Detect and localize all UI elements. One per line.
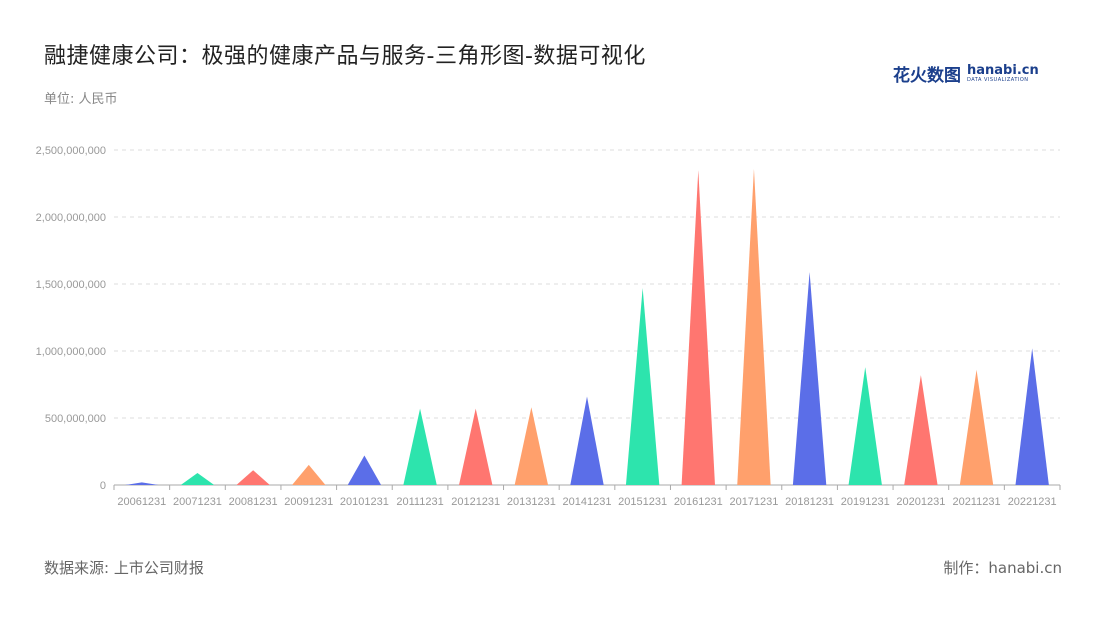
triangle-bar[interactable] [514,407,549,485]
y-tick-label: 2,500,000,000 [36,145,106,157]
logo-text-cn: 花火数图 [893,65,961,86]
x-tick-label: 20121231 [451,496,500,508]
triangle-bar[interactable] [180,472,215,485]
triangle-bar[interactable] [625,288,660,485]
x-tick-label: 20161231 [674,496,723,508]
triangle-bar[interactable] [292,464,326,485]
triangle-bars [125,168,1049,485]
y-axis-ticks: 0 500,000,000 1,000,000,000 1,500,000,000 2,… [36,145,106,492]
triangle-bar[interactable] [848,367,882,485]
x-tick-label: 20091231 [284,496,333,508]
x-tick-label: 20151231 [618,496,667,508]
y-tick-label: 500,000,000 [45,413,106,425]
x-tick-label: 20071231 [173,496,222,508]
x-tick-label: 20111231 [396,496,443,508]
x-tick-label: 20141231 [563,496,612,508]
x-tick-label: 20171231 [729,496,778,508]
logo-text-en-group: hanabi.cn DATA VISUALIZATION [967,64,1039,83]
triangle-bar[interactable] [904,375,938,485]
triangle-bar[interactable] [792,271,827,485]
chart-title: 融捷健康公司：极强的健康产品与服务-三角形图-数据可视化 [44,44,646,69]
x-tick-label: 20211231 [952,496,1000,508]
maker-credit[interactable]: 制作：hanabi.cn [943,559,1062,577]
y-tick-label: 1,500,000,000 [36,279,106,291]
unit-label: 单位: 人民币 [44,92,118,107]
triangle-bar[interactable] [570,396,604,485]
triangle-bar[interactable] [1015,348,1049,485]
y-tick-label: 2,000,000,000 [36,212,106,224]
data-source: 数据来源: 上市公司财报 [44,559,204,577]
triangle-bar[interactable] [125,482,159,485]
x-tick-label: 20131231 [507,496,556,508]
x-tick-label: 20191231 [841,496,890,508]
triangle-bar[interactable] [959,369,994,485]
triangle-bar[interactable] [347,455,382,485]
x-tick-label: 20221231 [1008,496,1057,508]
brand-logo[interactable]: 花火数图 hanabi.cn DATA VISUALIZATION [893,60,1039,86]
triangle-bar[interactable] [681,170,715,485]
x-tick-label: 20101231 [340,496,389,508]
triangle-bar[interactable] [403,408,437,485]
x-tick-label: 20201231 [896,496,945,508]
x-tick-label: 20081231 [229,496,278,508]
triangle-bar[interactable] [459,408,493,485]
x-tick-label: 20061231 [117,496,166,508]
y-tick-label: 1,000,000,000 [36,346,106,358]
logo-text-en: hanabi.cn [967,62,1039,78]
x-tick-label: 20181231 [785,496,834,508]
x-axis-ticks: 20061231 20071231 20081231 20091231 20101231… [113,485,1061,508]
triangle-bar[interactable] [236,470,270,485]
y-tick-label: 0 [100,480,106,492]
logo-tagline: DATA VISUALIZATION [967,76,1029,83]
triangle-bar[interactable] [737,168,771,485]
